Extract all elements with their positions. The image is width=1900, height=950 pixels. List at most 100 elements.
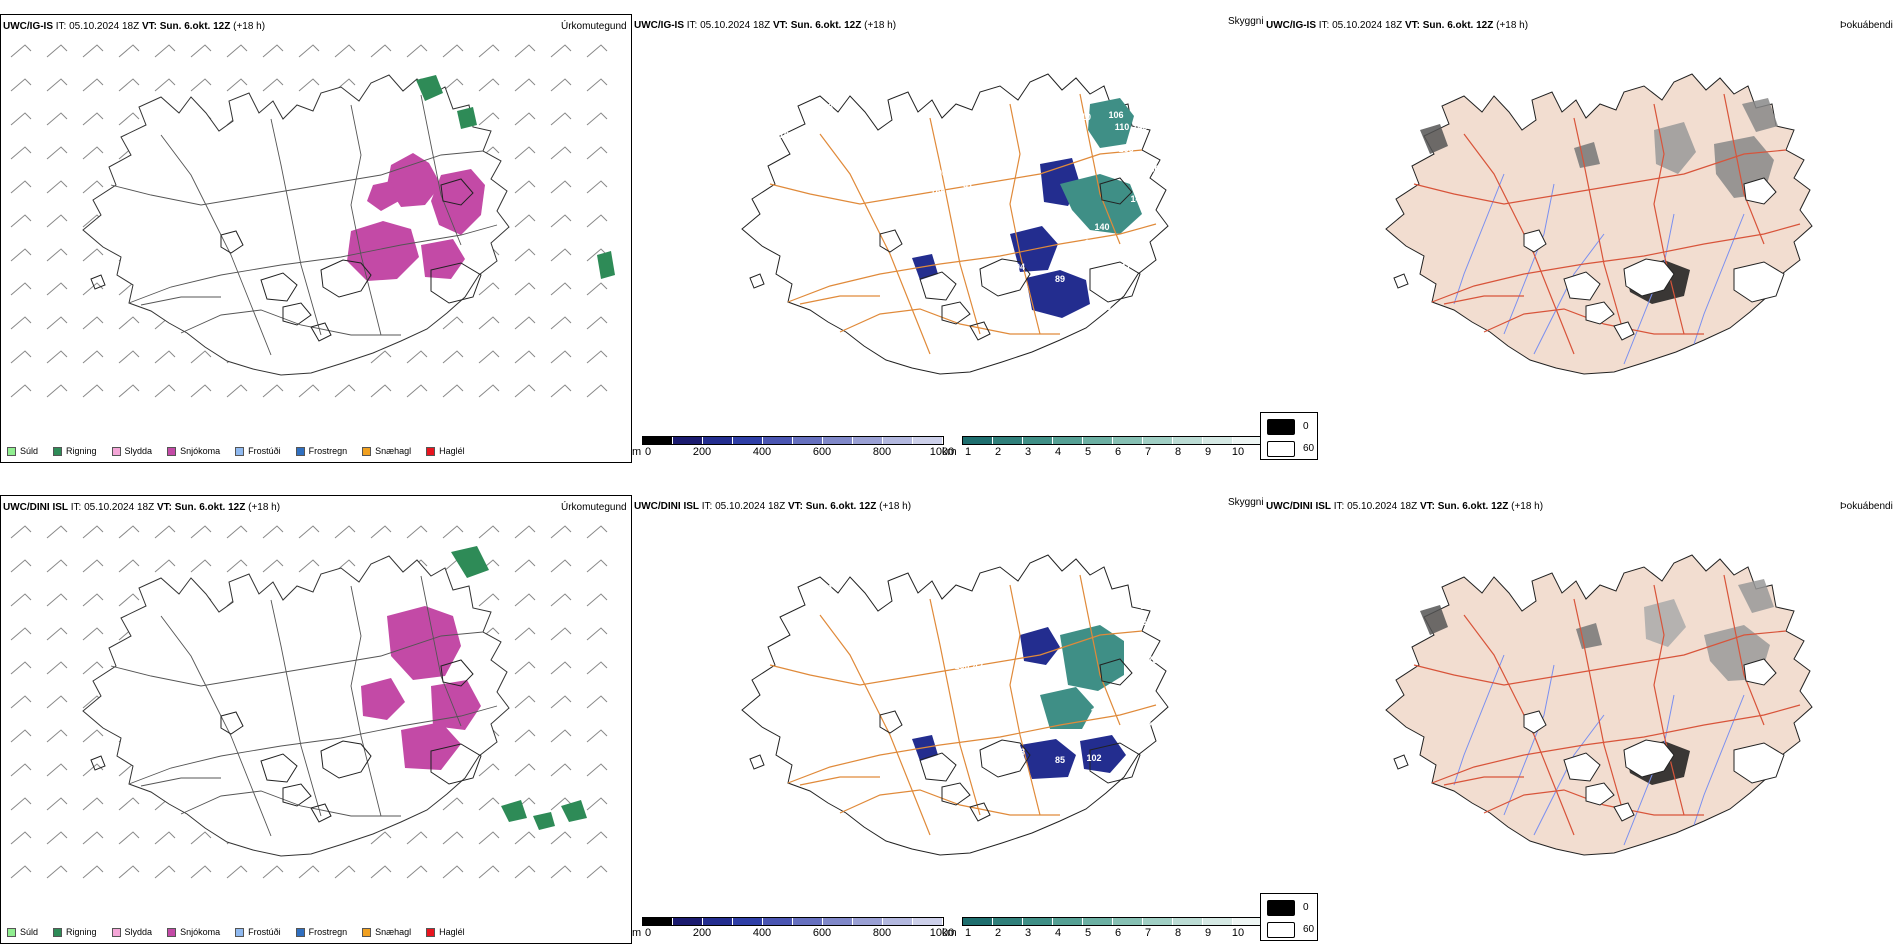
- wind-barb: [46, 661, 68, 675]
- panel-name: Þokuábendi: [1840, 501, 1893, 512]
- wind-barb: [334, 44, 356, 58]
- colorbar-cell: [1113, 918, 1143, 925]
- wind-barb: [586, 865, 608, 879]
- colorbar-cell: [643, 437, 673, 444]
- glaciers: [90, 659, 482, 823]
- legend-label: Snjókoma: [180, 927, 221, 937]
- wind-barb: [46, 316, 68, 330]
- wind-barb: [46, 865, 68, 879]
- glacier-outline: [879, 710, 903, 734]
- roads: [1413, 93, 1801, 355]
- field-area: [416, 75, 443, 101]
- fog-high-swatch: [1267, 419, 1295, 435]
- colorbar-cell: [1143, 918, 1173, 925]
- wind-barb: [82, 248, 104, 262]
- colorbar-tick: 5: [1084, 927, 1092, 939]
- colorbar-unit: m: [632, 927, 642, 939]
- glaciers: [1393, 658, 1785, 822]
- panel-name: Þokuábendi: [1840, 20, 1893, 31]
- wind-barb: [154, 350, 176, 364]
- wind-barb: [478, 593, 500, 607]
- wind-barb: [586, 78, 608, 92]
- road: [1413, 630, 1787, 686]
- glaciers: [749, 658, 1141, 822]
- colorbar-tick: 0: [644, 927, 652, 939]
- field-area: [367, 181, 399, 211]
- wind-barb: [10, 729, 32, 743]
- wind-barb: [514, 695, 536, 709]
- it-value: 05.10.2024 18Z: [1347, 501, 1418, 512]
- wind-barb: [190, 384, 212, 398]
- model-name: UWC/IG-IS: [3, 21, 53, 32]
- legend-swatch: [426, 927, 436, 937]
- wind-barb: [586, 661, 608, 675]
- glacier-outline: [1613, 321, 1635, 341]
- wind-barb: [10, 559, 32, 573]
- road: [1723, 93, 1765, 245]
- wind-barb: [514, 627, 536, 641]
- visibility-value: 191: [1130, 631, 1145, 641]
- legend-swatch: [111, 927, 121, 937]
- fog-high-label: 0: [1303, 902, 1309, 913]
- wind-barb: [82, 78, 104, 92]
- legend-swatch: [235, 446, 245, 456]
- colorbar-cell: [1203, 918, 1233, 925]
- wind-barb: [46, 180, 68, 194]
- lead-time: (+18 h): [1496, 20, 1529, 31]
- wind-barb: [10, 180, 32, 194]
- visibility-value: 76: [1147, 721, 1157, 731]
- wind-barb: [514, 729, 536, 743]
- road: [1009, 584, 1041, 816]
- road: [180, 790, 401, 817]
- wind-barb: [10, 282, 32, 296]
- colorbar-cell: [1173, 437, 1203, 444]
- legend-item: Snjókoma: [167, 927, 220, 937]
- legend-item: Frostregn: [295, 446, 347, 456]
- colorbar-unit: km: [942, 446, 957, 458]
- colorbar-unit: m: [632, 446, 642, 458]
- visibility-value: 104: [1158, 274, 1173, 284]
- lead-time: (+18 h): [879, 501, 912, 512]
- wind-barb: [586, 384, 608, 398]
- road: [420, 575, 462, 727]
- colorbar-cell: [883, 918, 913, 925]
- colorbar-cell: [1233, 918, 1263, 925]
- legend-label: Rigning: [66, 927, 97, 937]
- glacier-outline: [1733, 261, 1785, 303]
- visibility-value: 110: [1115, 122, 1130, 132]
- colorbar-cells: [642, 917, 944, 926]
- wind-barb: [190, 865, 212, 879]
- visibility-value: 98: [937, 168, 947, 178]
- wind-barb: [190, 525, 212, 539]
- iceland-outline: [82, 74, 510, 376]
- legend-swatch: [167, 446, 177, 456]
- legend-label: Snæhagl: [375, 446, 412, 456]
- river: [1503, 183, 1555, 335]
- visibility-colorbar: km 1 2 3 4 5 6 7 8 9 10: [942, 436, 1264, 460]
- colorbar-tick: 1: [964, 927, 972, 939]
- wind-barb: [334, 525, 356, 539]
- fog-map: [1385, 73, 1813, 375]
- wind-barb: [46, 763, 68, 777]
- visibility-value: 119: [1171, 639, 1186, 649]
- legend-item: Slydda: [111, 927, 152, 937]
- road: [140, 777, 221, 787]
- road: [839, 789, 1060, 816]
- vt-label: VT:: [1404, 20, 1420, 31]
- visibility-value: 94: [1187, 659, 1197, 669]
- wind-barb: [478, 384, 500, 398]
- wind-barb: [10, 661, 32, 675]
- wind-barb: [154, 559, 176, 573]
- field-area: [1576, 623, 1602, 649]
- wind-barb: [82, 559, 104, 573]
- wind-barb: [46, 797, 68, 811]
- colorbar-tick: 7: [1144, 927, 1152, 939]
- map-layer: [1385, 73, 1813, 375]
- wind-barb: [514, 525, 536, 539]
- wind-barb: [478, 797, 500, 811]
- wind-barb: [46, 44, 68, 58]
- colorbar-cell: [793, 918, 823, 925]
- it-label: IT:: [701, 501, 713, 512]
- wind-barb: [478, 78, 500, 92]
